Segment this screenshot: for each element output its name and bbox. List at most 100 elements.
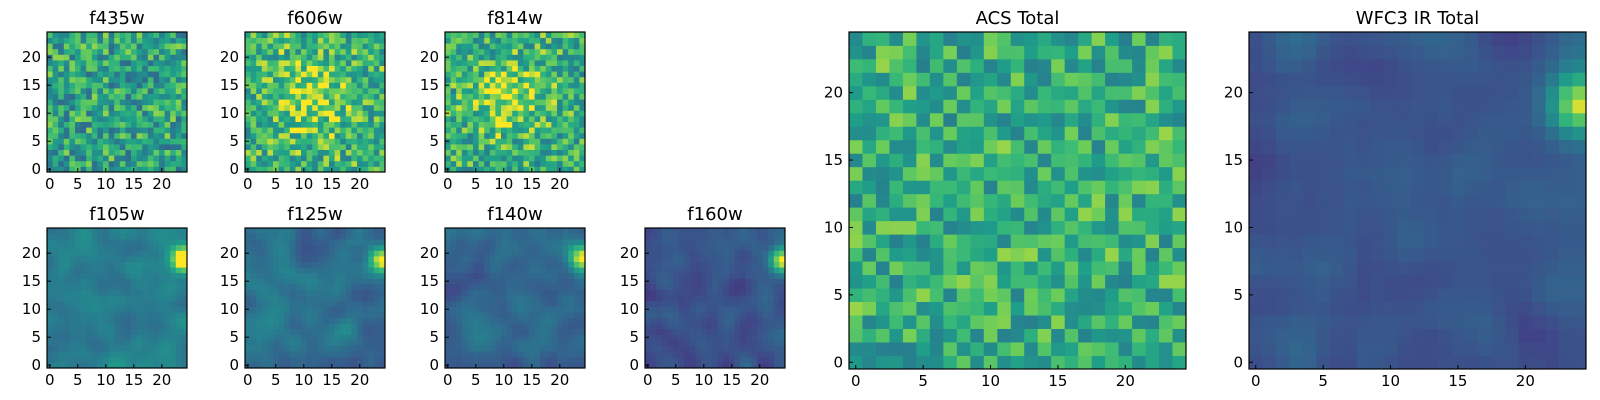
heatmap-cell — [164, 340, 171, 346]
heatmap-cell — [478, 278, 485, 285]
heatmap-cell — [323, 272, 330, 279]
heatmap-cell — [461, 37, 468, 44]
heatmap-cell — [478, 144, 485, 150]
heatmap-cell — [512, 317, 519, 324]
heatmap-cell — [351, 228, 358, 234]
heatmap-cell — [114, 289, 121, 296]
heatmap-cell — [712, 362, 719, 369]
heatmap-cell — [1159, 207, 1173, 222]
heatmap-cell — [301, 256, 307, 262]
heatmap-cell — [334, 71, 341, 78]
heatmap-cell — [136, 295, 143, 302]
heatmap-cell — [379, 43, 386, 50]
heatmap-cell — [119, 82, 126, 89]
heatmap-cell — [579, 138, 586, 145]
heatmap-cell — [523, 328, 530, 335]
heatmap-cell — [445, 116, 451, 122]
heatmap-cell — [461, 60, 468, 66]
heatmap-cell — [478, 48, 485, 55]
heatmap-cell — [159, 351, 165, 358]
heatmap-cell — [740, 306, 747, 313]
heatmap-cell — [131, 155, 137, 162]
heatmap-cell — [97, 284, 104, 290]
heatmap-cell — [340, 328, 347, 335]
heatmap-cell — [734, 278, 741, 285]
heatmap-cell — [147, 256, 154, 262]
heatmap-cell — [373, 323, 380, 330]
heatmap-cell — [768, 233, 775, 240]
heatmap-cell — [97, 138, 104, 145]
heatmap-cell — [108, 278, 115, 285]
heatmap-cell — [119, 65, 126, 72]
heatmap-cell — [340, 256, 347, 262]
heatmap-cell — [1010, 274, 1025, 289]
heatmap-cell — [267, 272, 274, 279]
heatmap-cell — [80, 306, 87, 313]
heatmap-cell — [667, 256, 674, 262]
heatmap-cell — [357, 306, 363, 313]
heatmap-cell — [506, 54, 513, 61]
heatmap-cell — [301, 239, 307, 246]
heatmap-cell — [645, 272, 651, 279]
heatmap-cell — [357, 356, 363, 363]
heatmap-cell — [517, 300, 524, 307]
heatmap-cell — [489, 82, 496, 89]
heatmap-cell — [534, 334, 541, 341]
heatmap-cell — [534, 82, 541, 89]
heatmap-cell — [334, 166, 341, 173]
heatmap-cell — [86, 250, 93, 257]
heatmap-cell — [1010, 328, 1025, 343]
heatmap-cell — [362, 132, 369, 139]
heatmap-cell — [712, 351, 719, 358]
heatmap-cell — [261, 362, 268, 369]
heatmap-cell — [159, 334, 165, 341]
heatmap-cell — [467, 334, 474, 341]
heatmap-cell — [170, 356, 177, 363]
heatmap-cell — [650, 250, 657, 257]
heatmap-cell — [650, 284, 657, 290]
heatmap-cell — [1145, 220, 1160, 235]
y-tick-label: 10 — [420, 300, 439, 318]
heatmap-cell — [114, 166, 121, 173]
heatmap-cell — [557, 328, 563, 335]
heatmap-cell — [373, 149, 380, 156]
heatmap-cell — [250, 272, 257, 279]
heatmap-cell — [91, 166, 98, 173]
heatmap-cell — [108, 244, 115, 251]
heatmap-cell — [645, 312, 651, 318]
heatmap-cell — [362, 71, 369, 78]
heatmap-cell — [545, 284, 552, 290]
heatmap-cell — [175, 284, 182, 290]
heatmap-cell — [261, 32, 268, 38]
heatmap-cell — [1159, 355, 1173, 370]
heatmap-cell — [1091, 207, 1106, 222]
heatmap-cell — [551, 284, 558, 290]
heatmap-cell — [250, 244, 257, 251]
heatmap-cell — [717, 256, 724, 262]
heatmap-cell — [306, 340, 313, 346]
heatmap-cell — [645, 351, 651, 358]
heatmap-cell — [125, 99, 132, 106]
y-tick-label: 5 — [629, 328, 639, 346]
heatmap-cell — [645, 244, 651, 251]
heatmap-cell — [943, 153, 958, 168]
heatmap-cell — [916, 180, 931, 195]
heatmap-cell — [52, 233, 59, 240]
heatmap-cell — [334, 244, 341, 251]
heatmap-cell — [97, 239, 104, 246]
heatmap-cell — [256, 328, 263, 335]
heatmap-cell — [245, 228, 251, 234]
heatmap-cell — [340, 144, 347, 150]
heatmap-cell — [368, 93, 375, 100]
heatmap-cell — [164, 328, 171, 335]
heatmap-cell — [80, 132, 87, 139]
heatmap-cell — [983, 342, 998, 356]
heatmap-cell — [97, 233, 104, 240]
heatmap-cell — [1051, 274, 1066, 289]
heatmap-cell — [501, 356, 507, 363]
heatmap-cell — [450, 323, 457, 330]
heatmap-cell — [689, 334, 696, 341]
heatmap-cell — [181, 65, 188, 72]
heatmap-cell — [334, 32, 341, 38]
heatmap-cell — [368, 116, 375, 122]
